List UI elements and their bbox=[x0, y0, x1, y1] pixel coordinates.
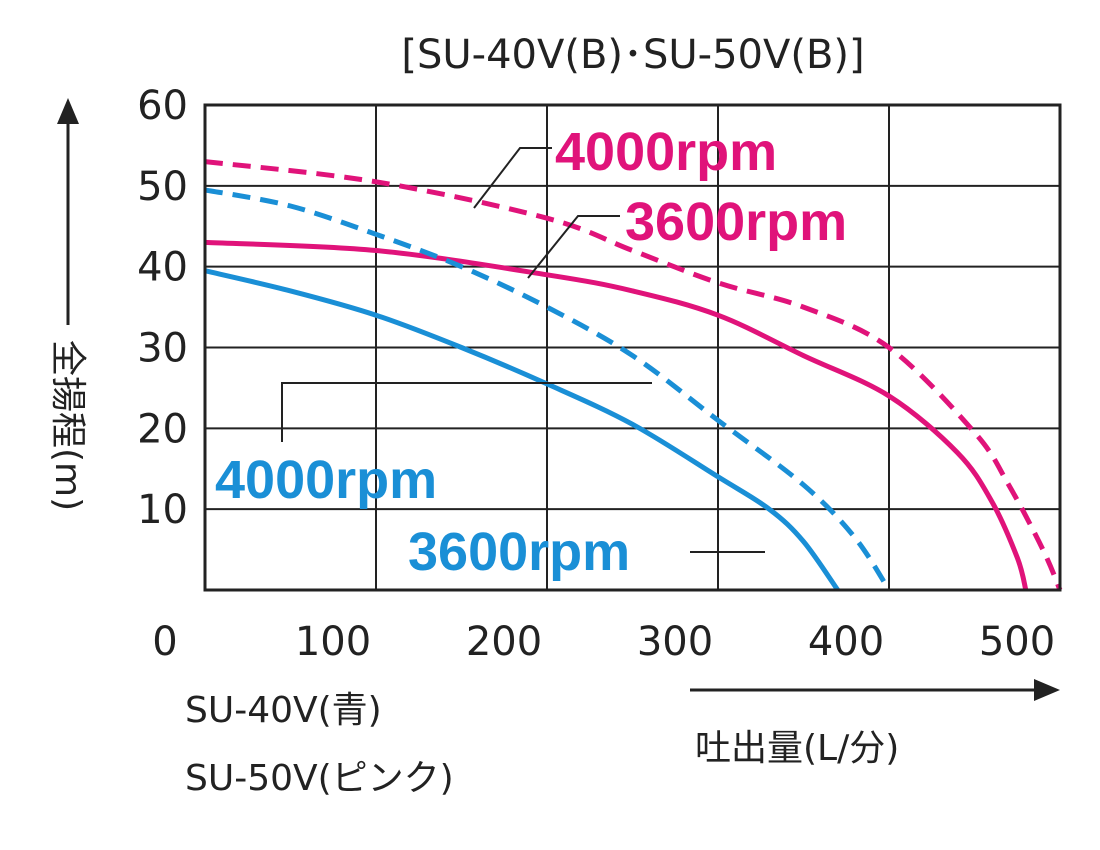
y-tick-label: 50 bbox=[137, 164, 188, 210]
x-axis-arrow-icon bbox=[690, 679, 1060, 701]
y-axis-arrow-icon bbox=[57, 98, 79, 325]
series-line-su-50v-4000rpm bbox=[204, 159, 1063, 591]
plot-frame bbox=[203, 103, 1062, 592]
series-label-su40v-4000rpm: 4000rpm bbox=[215, 450, 437, 510]
leader-su40v-4000 bbox=[281, 382, 652, 442]
y-tick-label: 20 bbox=[137, 406, 188, 452]
x-tick-label: 0 bbox=[152, 619, 177, 665]
pump-curves bbox=[204, 159, 1063, 592]
label-leaders bbox=[281, 147, 765, 553]
y-tick-labels: 10 20 30 40 50 60 bbox=[137, 83, 188, 533]
x-tick-labels: 0 100 200 300 400 500 bbox=[152, 619, 1055, 665]
x-axis-label: 吐出量(L/分) bbox=[695, 728, 899, 769]
leader-su50v-3600 bbox=[527, 215, 620, 279]
series-line-su-40v-3600rpm bbox=[204, 268, 840, 592]
series-label-su40v-3600rpm: 3600rpm bbox=[408, 522, 630, 582]
y-tick-label: 30 bbox=[137, 326, 188, 372]
x-tick-label: 300 bbox=[637, 619, 713, 665]
y-tick-label: 60 bbox=[137, 83, 188, 129]
y-tick-label: 40 bbox=[137, 245, 188, 291]
x-tick-label: 400 bbox=[808, 619, 884, 665]
series-label-su50v-3600rpm: 3600rpm bbox=[625, 192, 847, 252]
model-legend-su40v: SU-40V(青) bbox=[185, 690, 382, 731]
y-axis-label: 全揚程(m) bbox=[47, 340, 88, 511]
x-tick-label: 100 bbox=[295, 619, 371, 665]
series-label-su50v-4000rpm: 4000rpm bbox=[555, 122, 777, 182]
y-tick-label: 10 bbox=[137, 487, 188, 533]
series-line-su-40v-4000rpm bbox=[204, 187, 892, 592]
grid-lines bbox=[205, 105, 1060, 590]
model-legend-su50v: SU-50V(ピンク) bbox=[185, 758, 454, 799]
chart-title: [SU-40V(B)･SU-50V(B)] bbox=[401, 32, 864, 78]
series-line-su-50v-3600rpm bbox=[204, 239, 1029, 591]
x-tick-label: 200 bbox=[466, 619, 542, 665]
x-tick-label: 500 bbox=[979, 619, 1055, 665]
leader-su50v-4000 bbox=[473, 147, 552, 209]
